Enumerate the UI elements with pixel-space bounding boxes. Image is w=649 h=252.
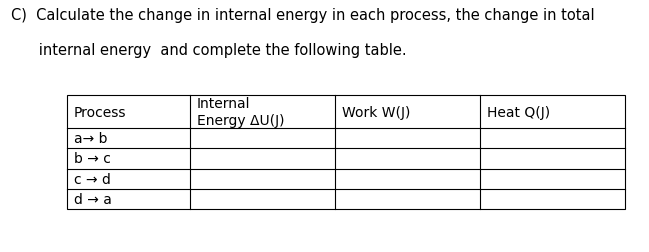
Text: Heat Q(J): Heat Q(J) [487, 105, 550, 119]
Text: C)  Calculate the change in internal energy in each process, the change in total: C) Calculate the change in internal ener… [11, 8, 594, 22]
Text: Process: Process [74, 105, 126, 119]
Text: internal energy  and complete the following table.: internal energy and complete the followi… [11, 43, 407, 58]
Text: Internal
Energy ΔU(J): Internal Energy ΔU(J) [197, 97, 284, 128]
Text: c → d: c → d [74, 172, 110, 186]
Text: Work W(J): Work W(J) [341, 105, 410, 119]
Text: a→ b: a→ b [74, 132, 107, 146]
Text: d → a: d → a [74, 192, 112, 206]
Text: b → c: b → c [74, 152, 110, 166]
